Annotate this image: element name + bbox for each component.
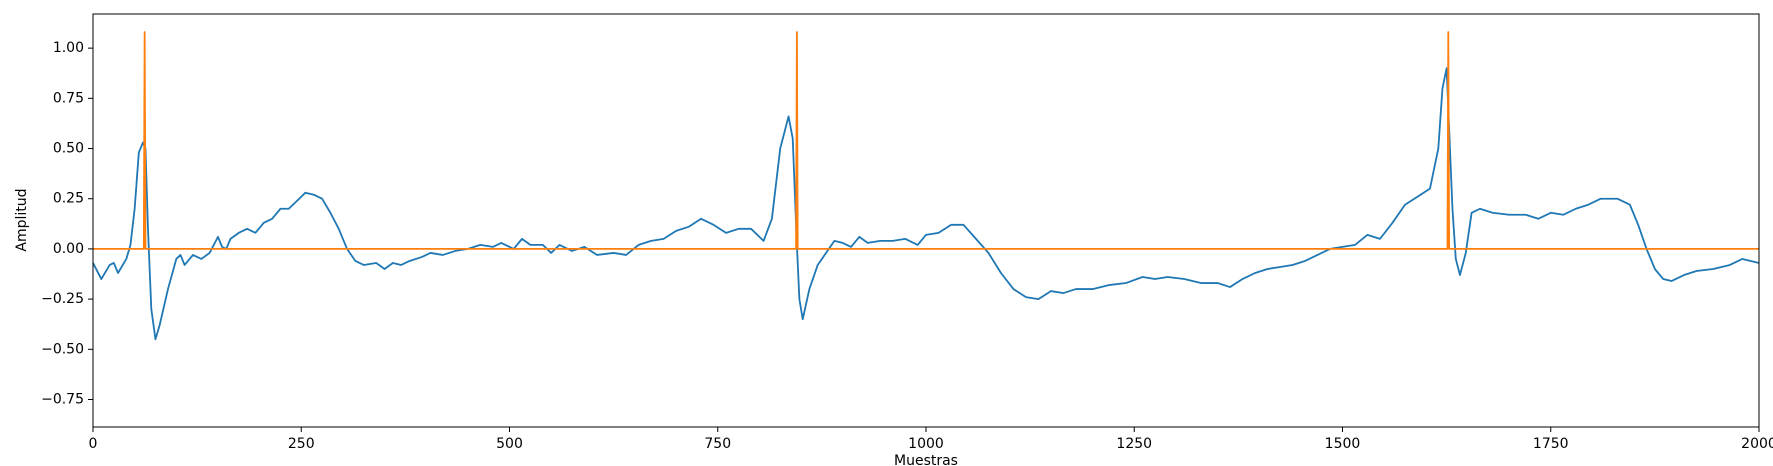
y-tick-label: −0.50 (41, 341, 84, 357)
y-tick-label: −0.75 (41, 391, 84, 407)
x-tick-label: 1250 (1116, 436, 1152, 452)
x-tick-label: 250 (288, 436, 315, 452)
y-axis-label: Amplitud (14, 188, 30, 251)
x-tick-label: 1500 (1325, 436, 1361, 452)
y-tick-label: 1.00 (53, 40, 84, 56)
x-tick-label: 2000 (1741, 436, 1773, 452)
y-tick-label: −0.25 (41, 291, 84, 307)
x-tick-label: 750 (704, 436, 731, 452)
series-line (93, 31, 1759, 250)
plot-frame (92, 13, 1760, 428)
y-tick-label: 0.75 (53, 90, 84, 106)
x-tick-label: 1750 (1533, 436, 1569, 452)
x-axis-label: Muestras (894, 453, 958, 466)
series-line (92, 67, 1760, 341)
y-tick-label: 0.25 (53, 191, 84, 207)
y-tick-label: 0.00 (53, 241, 84, 257)
y-tick-label: 0.50 (53, 141, 84, 157)
x-tick-label: 0 (89, 436, 98, 452)
x-tick-label: 1000 (908, 436, 944, 452)
x-tick-label: 500 (496, 436, 523, 452)
